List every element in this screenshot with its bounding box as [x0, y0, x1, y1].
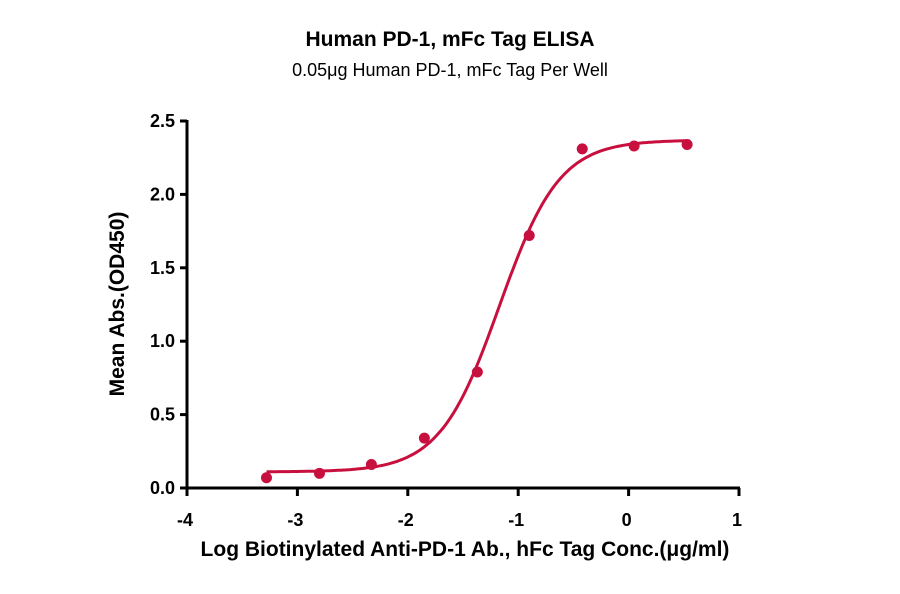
data-point: [523, 230, 535, 242]
data-point: [576, 143, 588, 155]
data-point: [681, 138, 693, 150]
data-point: [365, 459, 377, 471]
fit-curve: [266, 139, 688, 474]
chart-subtitle: 0.05μg Human PD-1, mFc Tag Per Well: [292, 60, 608, 80]
chart-title: Human PD-1, mFc Tag ELISA: [305, 28, 595, 51]
x-tick-label: 0: [622, 510, 632, 530]
data-point: [471, 366, 483, 378]
data-point: [628, 140, 640, 152]
y-tick-label: 2.0: [150, 184, 175, 204]
x-tick-label: -1: [508, 510, 524, 530]
x-tick-label: -2: [398, 510, 414, 530]
data-point: [418, 432, 430, 444]
x-axis-label: Log Biotinylated Anti-PD-1 Ab., hFc Tag …: [200, 538, 730, 561]
x-tick-label: -3: [287, 510, 303, 530]
y-tick-label: 0.0: [150, 478, 175, 498]
y-tick-label: 1.5: [150, 258, 175, 278]
y-tick-label: 2.5: [150, 111, 175, 131]
y-tick-label: 1.0: [150, 331, 175, 351]
x-tick-label: -4: [177, 510, 193, 530]
data-point: [260, 472, 272, 484]
y-tick-label: 0.5: [150, 405, 175, 425]
x-tick-label: 1: [732, 510, 742, 530]
data-point: [313, 467, 325, 479]
